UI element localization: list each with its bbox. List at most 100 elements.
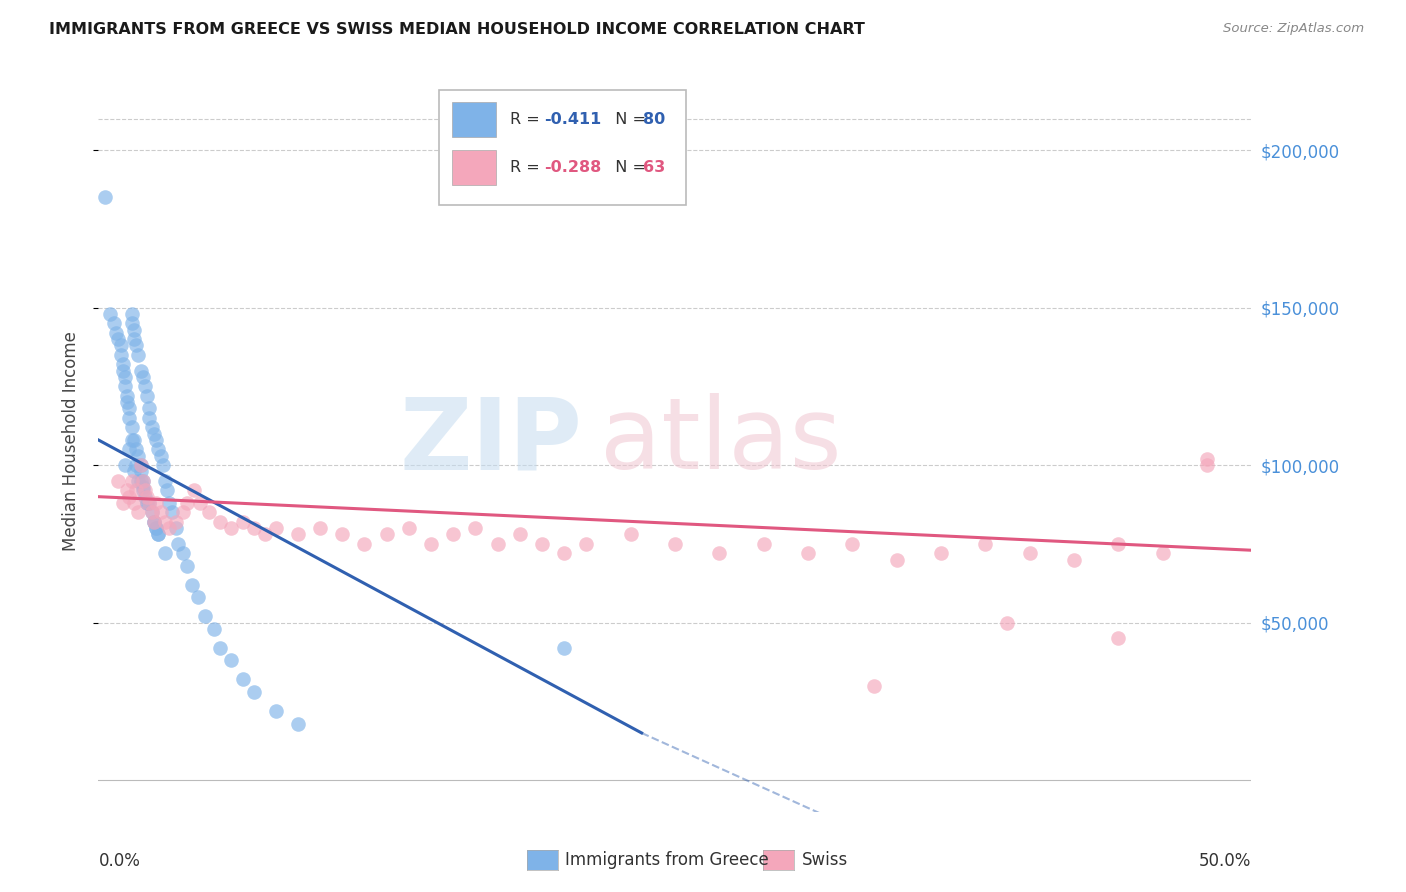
Point (172, 546, 194, 560)
Point (194, 609, 217, 624)
Point (553, 546, 575, 560)
Point (148, 442, 170, 457)
Point (264, 704, 287, 718)
Point (132, 483, 155, 498)
Text: IMMIGRANTS FROM GREECE VS SWISS MEDIAN HOUSEHOLD INCOME CORRELATION CHART: IMMIGRANTS FROM GREECE VS SWISS MEDIAN H… (49, 22, 865, 37)
Point (309, 521, 332, 535)
Point (183, 483, 205, 498)
Point (107, 332, 129, 346)
Point (129, 465, 152, 479)
Point (136, 389, 159, 403)
Point (118, 411, 141, 425)
Point (114, 379, 136, 393)
Point (118, 442, 141, 457)
Point (127, 348, 149, 362)
Point (122, 465, 145, 479)
Point (157, 496, 180, 510)
Point (121, 474, 143, 488)
Point (420, 537, 443, 551)
Point (142, 515, 165, 529)
Point (974, 537, 997, 551)
Point (165, 515, 187, 529)
Point (287, 716, 309, 731)
Point (752, 537, 775, 551)
Point (94, 190, 117, 204)
Point (253, 527, 276, 541)
Point (841, 537, 863, 551)
Text: 50.0%: 50.0% (1199, 853, 1251, 871)
Point (134, 379, 156, 393)
Point (105, 326, 128, 340)
Point (209, 640, 232, 655)
Point (138, 496, 160, 510)
Point (103, 317, 125, 331)
Point (149, 505, 172, 519)
Point (142, 515, 165, 529)
Text: Source: ZipAtlas.com: Source: ZipAtlas.com (1223, 22, 1364, 36)
Point (160, 505, 183, 519)
Point (121, 433, 143, 447)
FancyBboxPatch shape (453, 150, 496, 186)
Point (110, 338, 132, 352)
Y-axis label: Median Household Income: Median Household Income (62, 332, 80, 551)
Point (117, 483, 139, 498)
Text: Immigrants from Greece: Immigrants from Greece (565, 851, 769, 869)
Point (125, 338, 148, 352)
Point (141, 505, 163, 519)
Point (575, 537, 598, 551)
FancyBboxPatch shape (453, 102, 496, 137)
Point (132, 474, 155, 488)
Point (121, 420, 143, 434)
Point (664, 537, 686, 551)
Point (121, 307, 143, 321)
Point (129, 458, 152, 472)
Point (886, 552, 908, 566)
Point (797, 546, 820, 560)
Point (464, 521, 486, 535)
Point (264, 521, 287, 535)
Text: R =: R = (510, 160, 546, 175)
Point (122, 433, 145, 447)
Point (121, 317, 143, 331)
Point (145, 433, 167, 447)
Point (134, 483, 156, 498)
Point (111, 364, 134, 378)
Point (153, 546, 176, 560)
Point (145, 496, 167, 510)
Point (1107, 632, 1129, 646)
Point (165, 521, 187, 535)
Point (221, 653, 243, 667)
Text: 63: 63 (643, 160, 665, 175)
Point (209, 515, 232, 529)
Point (125, 442, 148, 457)
Point (553, 640, 575, 655)
Point (375, 527, 398, 541)
Point (127, 449, 149, 463)
Point (110, 348, 132, 362)
Point (117, 389, 139, 403)
Point (221, 521, 243, 535)
Text: N =: N = (605, 160, 651, 175)
Point (167, 537, 190, 551)
Text: Swiss: Swiss (801, 851, 848, 869)
Point (530, 537, 553, 551)
Point (132, 480, 155, 494)
FancyBboxPatch shape (439, 90, 686, 204)
Point (141, 420, 163, 434)
Point (142, 426, 165, 441)
Point (138, 401, 160, 416)
Text: R =: R = (510, 112, 546, 127)
Point (619, 527, 641, 541)
Text: -0.288: -0.288 (544, 160, 602, 175)
Point (122, 332, 145, 346)
Text: 80: 80 (643, 112, 665, 127)
Point (132, 370, 155, 384)
Point (127, 474, 149, 488)
Text: 0.0%: 0.0% (98, 853, 141, 871)
Point (145, 521, 167, 535)
Point (152, 458, 174, 472)
Point (122, 496, 145, 510)
Point (134, 490, 156, 504)
Point (136, 490, 159, 504)
Point (1195, 458, 1218, 472)
